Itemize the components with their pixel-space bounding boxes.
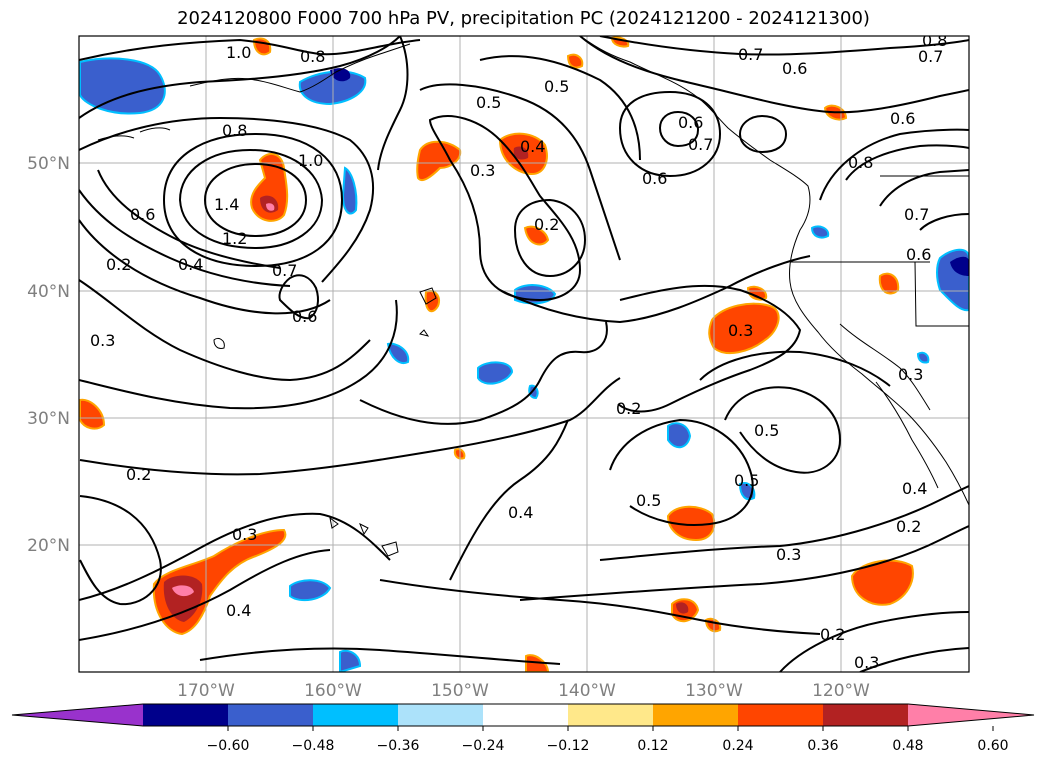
lat-label: 30°N — [27, 409, 70, 429]
graticule — [79, 36, 969, 672]
contour-label: 0.3 — [854, 653, 879, 672]
contour-label: 0.7 — [904, 205, 929, 224]
contour-label: 0.3 — [776, 545, 801, 564]
colorbar-tick-label: 0.24 — [722, 738, 753, 754]
longitude-labels: 170°W 160°W 150°W 140°W 130°W 120°W — [177, 681, 870, 701]
colorbar-tick-label: −0.24 — [462, 738, 505, 754]
contour-label: 0.2 — [534, 215, 559, 234]
contour-label: 0.6 — [292, 307, 317, 326]
lon-label: 150°W — [431, 681, 489, 701]
contour-label: 0.2 — [820, 625, 845, 644]
lat-label: 20°N — [27, 536, 70, 556]
colorbar-tick-label: −0.12 — [547, 738, 590, 754]
contour-label: 0.5 — [754, 421, 779, 440]
colorbar-tick-label: −0.36 — [377, 738, 420, 754]
colorbar: −0.60 −0.48 −0.36 −0.24 −0.12 0.12 0.24 0.36 0.4… — [11, 703, 1035, 754]
contour-label: 0.8 — [222, 121, 247, 140]
latitude-labels: 50°N 40°N 30°N 20°N — [27, 154, 70, 556]
pv-contours — [79, 36, 969, 672]
contour-label: 0.4 — [226, 601, 251, 620]
contour-label: 0.5 — [476, 93, 501, 112]
colorbar-tick-label: 0.12 — [637, 738, 668, 754]
contour-label: 0.3 — [90, 331, 115, 350]
colorbar-segment — [143, 704, 228, 726]
contour-label: 0.8 — [922, 31, 947, 50]
contour-label: 0.4 — [902, 479, 927, 498]
contour-label: 0.6 — [130, 205, 155, 224]
map-title: 2024120800 F000 700 hPa PV, precipitatio… — [177, 8, 870, 29]
contour-label: 1.0 — [298, 151, 323, 170]
contour-labels: 1.0 0.8 0.7 0.6 0.8 0.7 0.5 0.5 0.6 0.7 … — [90, 31, 947, 672]
map-panel: 1.0 0.8 0.7 0.6 0.8 0.7 0.5 0.5 0.6 0.7 … — [79, 31, 969, 672]
contour-label: 0.6 — [782, 59, 807, 78]
colorbar-tick-label: 0.36 — [807, 738, 838, 754]
contour-label: 1.2 — [222, 229, 247, 248]
contour-label: 0.2 — [616, 399, 641, 418]
map-frame — [78, 35, 970, 673]
colorbar-segment — [823, 704, 908, 726]
contour-label: 1.4 — [214, 195, 239, 214]
lon-label: 160°W — [304, 681, 362, 701]
contour-label: 0.3 — [232, 525, 257, 544]
contour-label: 0.8 — [300, 47, 325, 66]
colorbar-segment — [653, 704, 738, 726]
lon-label: 130°W — [685, 681, 743, 701]
colorbar-segment — [313, 704, 398, 726]
colorbar-tick-label: 0.60 — [977, 738, 1008, 754]
contour-label: 0.2 — [106, 255, 131, 274]
lat-label: 50°N — [27, 154, 70, 174]
precip-anomalies — [79, 36, 969, 672]
colorbar-segment — [228, 704, 313, 726]
contour-label: 0.3 — [898, 365, 923, 384]
contour-label: 1.0 — [226, 43, 251, 62]
contour-label: 0.5 — [544, 77, 569, 96]
colorbar-segment — [568, 704, 653, 726]
contour-label: 0.2 — [126, 465, 151, 484]
contour-label: 0.4 — [520, 137, 545, 156]
contour-label: 0.7 — [272, 261, 297, 280]
colorbar-segment — [12, 704, 143, 726]
colorbar-segment — [738, 704, 823, 726]
contour-label: 0.6 — [678, 113, 703, 132]
contour-label: 0.4 — [178, 255, 203, 274]
colorbar-tick-label: −0.48 — [292, 738, 335, 754]
contour-label: 0.7 — [688, 135, 713, 154]
contour-label: 0.3 — [470, 161, 495, 180]
contour-label: 0.5 — [636, 491, 661, 510]
contour-label: 0.4 — [508, 503, 533, 522]
contour-label: 0.3 — [728, 321, 753, 340]
colorbar-tick-label: 0.48 — [892, 738, 923, 754]
contour-label: 0.8 — [848, 153, 873, 172]
contour-label: 0.5 — [734, 471, 759, 490]
colorbar-segment — [483, 704, 568, 726]
contour-label: 0.6 — [642, 169, 667, 188]
lon-label: 170°W — [177, 681, 235, 701]
lat-label: 40°N — [27, 282, 70, 302]
colorbar-segment — [908, 704, 1034, 726]
lon-label: 140°W — [558, 681, 616, 701]
lon-label: 120°W — [812, 681, 870, 701]
colorbar-tick-label: −0.60 — [207, 738, 250, 754]
contour-label: 0.6 — [906, 245, 931, 264]
colorbar-outline — [11, 703, 1035, 727]
contour-label: 0.7 — [918, 47, 943, 66]
contour-label: 0.6 — [890, 109, 915, 128]
colorbar-segment — [398, 704, 483, 726]
contour-label: 0.2 — [896, 517, 921, 536]
contour-label: 0.7 — [738, 45, 763, 64]
